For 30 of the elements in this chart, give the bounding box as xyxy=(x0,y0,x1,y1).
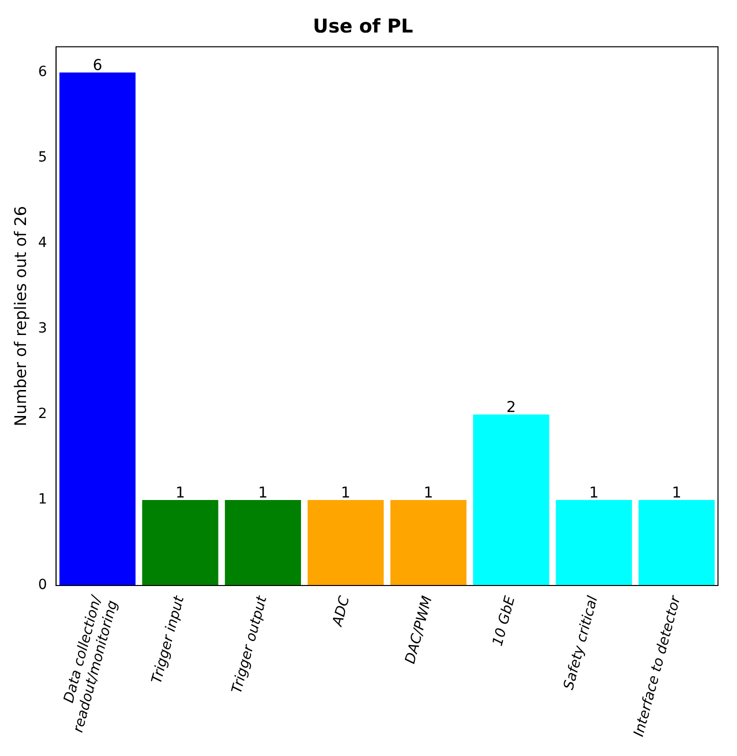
y-tick-label: 3 xyxy=(38,320,48,337)
data-label: 1 xyxy=(340,483,350,502)
bar xyxy=(473,414,550,586)
x-tick-label: Trigger output xyxy=(229,594,270,696)
bar xyxy=(556,500,632,586)
x-tick-label: ADC xyxy=(330,594,354,629)
y-tick-label: 2 xyxy=(38,406,48,422)
chart-title: Use of PL xyxy=(312,15,414,38)
y-tick-label: 6 xyxy=(38,64,48,80)
y-tick-label: 4 xyxy=(38,235,48,252)
x-tick-label: 10 GbE xyxy=(490,594,519,648)
bar xyxy=(59,72,136,586)
data-label: 2 xyxy=(506,398,516,416)
y-tick-label: 5 xyxy=(38,150,48,166)
y-tick-label: 0 xyxy=(38,577,48,594)
data-label: 1 xyxy=(672,483,682,502)
bar xyxy=(224,500,302,586)
data-label: 1 xyxy=(424,483,434,502)
data-label: 1 xyxy=(589,483,599,502)
x-tick-label: Trigger input xyxy=(148,594,188,686)
bar xyxy=(308,500,384,586)
x-tick-label: Safety critical xyxy=(560,594,602,692)
data-label: 6 xyxy=(92,56,102,74)
bar xyxy=(638,500,715,586)
data-label: 1 xyxy=(175,483,185,502)
bar xyxy=(390,500,466,586)
bar xyxy=(142,500,218,586)
y-tick-label: 1 xyxy=(38,492,48,508)
data-label: 1 xyxy=(258,483,268,502)
y-axis-title: Number of replies out of 26 xyxy=(10,206,30,426)
